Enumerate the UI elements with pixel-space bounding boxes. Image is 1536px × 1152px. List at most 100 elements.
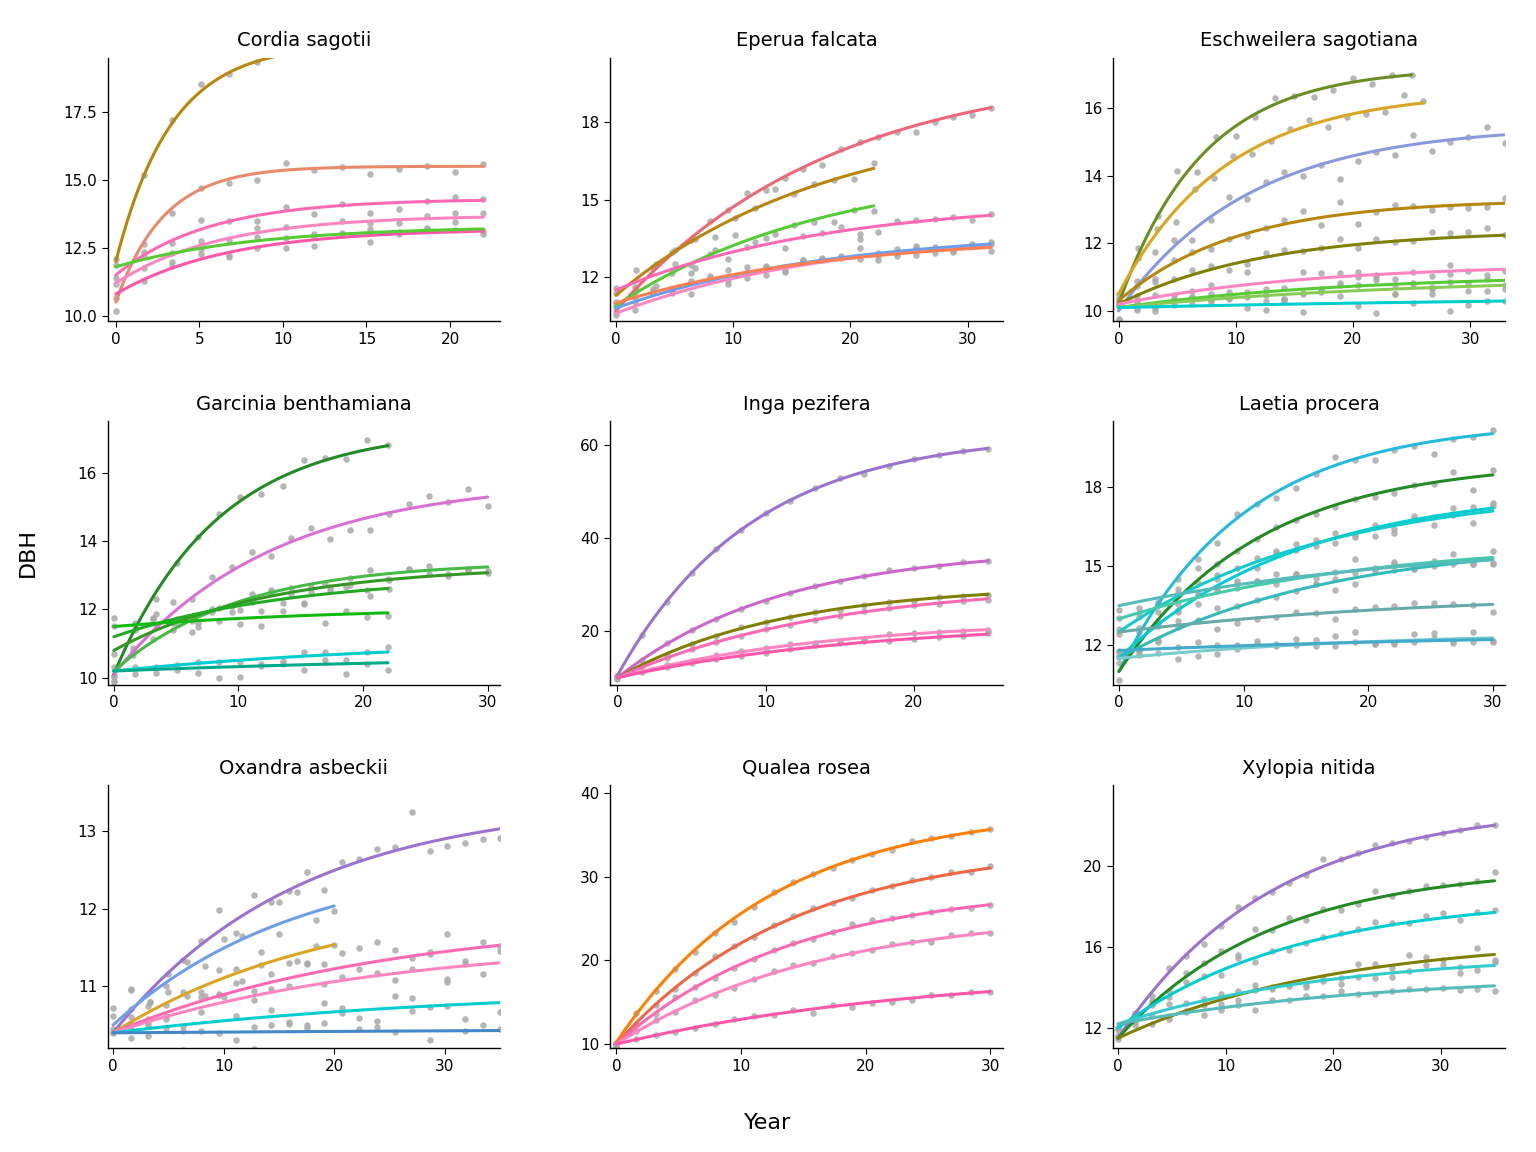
Point <box>1235 282 1260 301</box>
Point <box>488 937 513 955</box>
Point <box>292 594 316 613</box>
Point <box>919 903 943 922</box>
Point <box>1401 197 1425 215</box>
Point <box>1253 291 1278 310</box>
Point <box>1361 75 1385 93</box>
Point <box>207 653 232 672</box>
Point <box>975 590 1000 608</box>
Point <box>702 924 727 942</box>
Point <box>923 244 948 263</box>
Point <box>241 1039 266 1058</box>
Point <box>355 581 379 599</box>
Point <box>1272 293 1296 311</box>
Point <box>880 909 905 927</box>
Point <box>1186 594 1210 613</box>
Point <box>684 1020 708 1038</box>
Point <box>880 992 905 1010</box>
Point <box>1382 634 1407 652</box>
Point <box>224 960 249 978</box>
Point <box>1198 257 1223 275</box>
Point <box>1106 653 1130 672</box>
Point <box>860 911 885 930</box>
Point <box>1461 514 1485 532</box>
Point <box>453 1010 478 1029</box>
Point <box>660 283 685 302</box>
Point <box>697 272 722 290</box>
Point <box>1174 1003 1198 1022</box>
Point <box>435 970 459 988</box>
Point <box>301 225 326 243</box>
Point <box>1264 541 1289 560</box>
Point <box>926 446 951 464</box>
Point <box>1441 594 1465 613</box>
Point <box>1260 920 1284 939</box>
Point <box>1465 939 1490 957</box>
Point <box>1124 276 1149 295</box>
Point <box>157 984 181 1002</box>
Point <box>160 614 184 632</box>
Point <box>189 983 214 1001</box>
Point <box>1146 612 1170 630</box>
Title: Cordia sagotii: Cordia sagotii <box>237 31 372 51</box>
Point <box>1382 561 1407 579</box>
Point <box>1235 226 1260 244</box>
Point <box>753 503 777 522</box>
Point <box>902 559 926 577</box>
Point <box>862 202 886 220</box>
Point <box>1396 979 1421 998</box>
Point <box>103 256 127 274</box>
Point <box>312 643 336 661</box>
Point <box>180 612 204 630</box>
Point <box>435 836 459 855</box>
Point <box>418 942 442 961</box>
Point <box>1304 537 1329 555</box>
Point <box>1402 510 1427 529</box>
Point <box>734 184 759 203</box>
Point <box>1402 593 1427 612</box>
Point <box>1461 554 1485 573</box>
Point <box>716 250 740 268</box>
Point <box>960 236 985 255</box>
Point <box>312 881 336 900</box>
Point <box>762 225 786 243</box>
Point <box>1362 912 1387 931</box>
Point <box>703 609 728 628</box>
Point <box>415 191 439 210</box>
Point <box>791 227 816 245</box>
Point <box>1419 202 1444 220</box>
Point <box>1421 624 1445 643</box>
Point <box>1322 563 1347 582</box>
Point <box>1441 506 1465 524</box>
Point <box>333 601 358 620</box>
Point <box>189 211 214 229</box>
Point <box>1341 69 1366 88</box>
Point <box>762 916 786 934</box>
Point <box>175 986 200 1005</box>
Point <box>101 1020 126 1038</box>
Point <box>604 1034 628 1053</box>
Point <box>902 596 926 614</box>
Point <box>1260 942 1284 961</box>
Point <box>101 608 126 627</box>
Point <box>660 282 685 301</box>
Point <box>1419 278 1444 296</box>
Point <box>1235 255 1260 273</box>
Point <box>803 577 828 596</box>
Point <box>220 558 244 576</box>
Point <box>840 998 865 1016</box>
Point <box>1217 288 1241 306</box>
Point <box>728 600 753 619</box>
Point <box>470 831 495 849</box>
Point <box>170 950 195 969</box>
Point <box>1174 947 1198 965</box>
Point <box>1276 991 1301 1009</box>
Point <box>399 1002 424 1021</box>
Point <box>1346 968 1370 986</box>
Point <box>728 642 753 660</box>
Point <box>241 1018 266 1037</box>
Point <box>1186 550 1210 568</box>
Point <box>101 672 126 690</box>
Point <box>877 631 902 650</box>
Point <box>880 935 905 954</box>
Point <box>1441 545 1465 563</box>
